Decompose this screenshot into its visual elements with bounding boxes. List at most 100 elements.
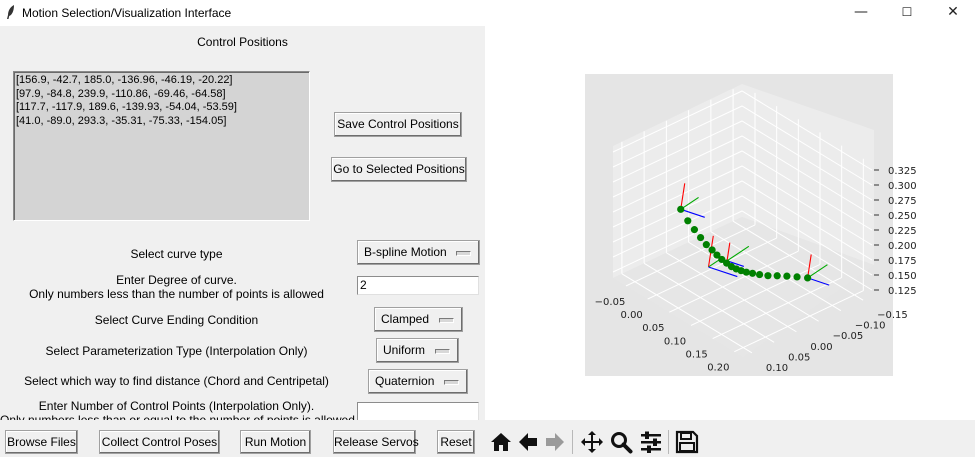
release-servos-button[interactable]: Release Servos xyxy=(333,430,419,454)
x-tick-label: −0.05 xyxy=(595,297,626,308)
path-points xyxy=(677,205,812,282)
curve-type-menu[interactable]: B-spline Motion xyxy=(357,240,480,265)
3d-plot[interactable]: −0.050.000.050.100.150.20−0.15−0.10−0.05… xyxy=(485,26,975,420)
maximize-button[interactable]: ☐ xyxy=(901,5,913,19)
y-tick-label: −0.05 xyxy=(833,331,864,342)
pan-icon[interactable] xyxy=(580,430,604,454)
forward-arrow-icon[interactable] xyxy=(543,430,567,454)
z-grid-line xyxy=(612,195,873,276)
list-item[interactable]: [117.7, -117.9, 189.6, -139.93, -54.04, … xyxy=(16,101,237,113)
toolbar-separator xyxy=(668,430,669,454)
z-tick-label: 0.250 xyxy=(888,211,917,222)
x-grid-line xyxy=(734,290,864,353)
x-tick-label: 0.20 xyxy=(707,363,729,374)
path-point xyxy=(684,217,692,225)
plot-canvas[interactable]: −0.05 0.00 0.05 0.10 0.15 0.20 −0.15 −0.10 −0.05… xyxy=(485,26,975,420)
path-point xyxy=(804,274,812,282)
axis-ticks: −0.050.000.050.100.150.20−0.15−0.10−0.05… xyxy=(595,166,917,374)
x-grid-line xyxy=(625,224,756,287)
save-control-positions-button[interactable]: Save Control Positions xyxy=(334,112,462,137)
collect-control-poses-button[interactable]: Collect Control Poses xyxy=(99,430,220,454)
browse-files-button[interactable]: Browse Files xyxy=(5,430,78,454)
x-tick-label: 0.00 xyxy=(621,310,643,321)
curve-type-label: Select curve type xyxy=(130,247,223,261)
path-point xyxy=(773,272,781,280)
window-title: Motion Selection/Visualization Interface xyxy=(22,6,232,20)
z-grid-line xyxy=(612,105,873,186)
z-tick-label: 0.125 xyxy=(888,286,917,297)
list-item[interactable]: [41.0, -89.0, 293.3, -35.31, -75.33, -15… xyxy=(16,114,227,127)
path-point xyxy=(702,241,710,249)
y-tick-label: 0.10 xyxy=(766,363,788,374)
path-point xyxy=(783,272,791,280)
y-tick-label: 0.05 xyxy=(788,352,810,363)
num-control-points-label-line1: Enter Number of Control Points (Interpol… xyxy=(38,399,315,413)
z-tick-label: 0.325 xyxy=(888,166,917,177)
y-grid-line xyxy=(666,252,797,333)
distance-method-menu[interactable]: Quaternion xyxy=(368,369,468,394)
ending-condition-menu[interactable]: Clamped xyxy=(374,307,463,332)
zoom-icon[interactable] xyxy=(609,430,633,454)
control-positions-listbox[interactable]: [156.9, -42.7, 185.0, -136.96, -46.19, -… xyxy=(13,71,310,221)
y-grid-line xyxy=(732,220,864,301)
path-point xyxy=(764,272,772,280)
z-grid-line xyxy=(612,165,873,246)
ending-condition-value: Clamped xyxy=(381,312,430,326)
list-item[interactable]: [156.9, -42.7, 185.0, -136.96, -46.19, -… xyxy=(16,74,233,86)
z-grid-line xyxy=(612,135,873,216)
y-tick-label: −0.15 xyxy=(877,310,908,321)
run-motion-button[interactable]: Run Motion xyxy=(240,430,311,454)
path-point xyxy=(748,269,757,277)
frame-axis-line xyxy=(726,245,750,262)
path-point xyxy=(755,270,764,279)
close-button[interactable]: ✕ xyxy=(947,4,959,20)
z-tick-label: 0.175 xyxy=(888,256,917,267)
frame-axis-line xyxy=(807,277,830,286)
grid-lines xyxy=(612,89,873,354)
z-grid-line xyxy=(612,150,873,231)
degree-input[interactable]: 2 xyxy=(357,276,479,295)
y-grid-line xyxy=(643,262,775,343)
list-item[interactable]: [97.9, -84.8, 239.9, -110.86, -69.46, -6… xyxy=(16,87,226,100)
z-grid-line xyxy=(612,210,873,291)
z-grid-line xyxy=(612,180,873,261)
save-icon[interactable] xyxy=(675,430,699,454)
x-tick-label: 0.10 xyxy=(664,336,686,347)
path-point xyxy=(708,246,716,254)
configure-subplots-icon[interactable] xyxy=(639,430,663,454)
home-icon[interactable] xyxy=(489,430,513,454)
bottom-bar: Browse Files Collect Control Poses Run M… xyxy=(0,420,975,457)
menu-indicator-icon xyxy=(444,380,459,385)
z-grid-line xyxy=(612,90,873,171)
z-tick-label: 0.275 xyxy=(888,196,917,207)
reset-button[interactable]: Reset xyxy=(437,430,475,454)
path-point xyxy=(690,226,699,234)
distance-method-value: Quaternion xyxy=(375,374,435,388)
back-pane xyxy=(613,84,874,278)
frame-axis-line xyxy=(726,242,731,261)
degree-label-line1: Enter Degree of curve. xyxy=(116,273,237,287)
go-to-selected-positions-button[interactable]: Go to Selected Positions xyxy=(331,157,467,182)
control-panel: Control Positions [156.9, -42.7, 185.0, … xyxy=(0,26,485,457)
y-tick-label: 0.00 xyxy=(810,342,832,353)
frame-axis-line xyxy=(680,183,686,210)
minimize-button[interactable]: — xyxy=(854,4,868,20)
parameterization-value: Uniform xyxy=(383,343,426,357)
back-arrow-icon[interactable] xyxy=(516,430,540,454)
y-grid-line xyxy=(710,231,842,312)
frame-axis-line xyxy=(807,254,812,278)
parameterization-menu[interactable]: Uniform xyxy=(376,338,459,363)
z-tick-label: 0.200 xyxy=(888,241,917,252)
distance-method-label: Select which way to find distance (Chord… xyxy=(24,374,329,388)
menu-indicator-icon xyxy=(456,251,471,256)
feather-icon xyxy=(7,5,14,19)
path-point xyxy=(696,233,705,242)
control-frames xyxy=(680,183,830,286)
parameterization-label: Select Parameterization Type (Interpolat… xyxy=(45,344,308,358)
x-grid-line xyxy=(712,277,842,340)
y-grid-line xyxy=(621,273,753,354)
toolbar-separator xyxy=(572,430,573,454)
z-tick-label: 0.300 xyxy=(888,181,917,192)
num-control-points-input[interactable] xyxy=(357,402,479,421)
z-tick-label: 0.150 xyxy=(888,271,917,282)
